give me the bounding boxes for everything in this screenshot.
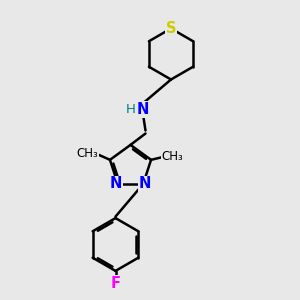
Text: N: N (110, 176, 122, 191)
Text: CH₃: CH₃ (162, 150, 184, 163)
Text: S: S (166, 21, 176, 36)
Text: F: F (110, 276, 121, 291)
Text: N: N (139, 176, 151, 191)
Text: N: N (137, 102, 149, 117)
Text: CH₃: CH₃ (76, 147, 98, 160)
Text: H: H (126, 103, 136, 116)
